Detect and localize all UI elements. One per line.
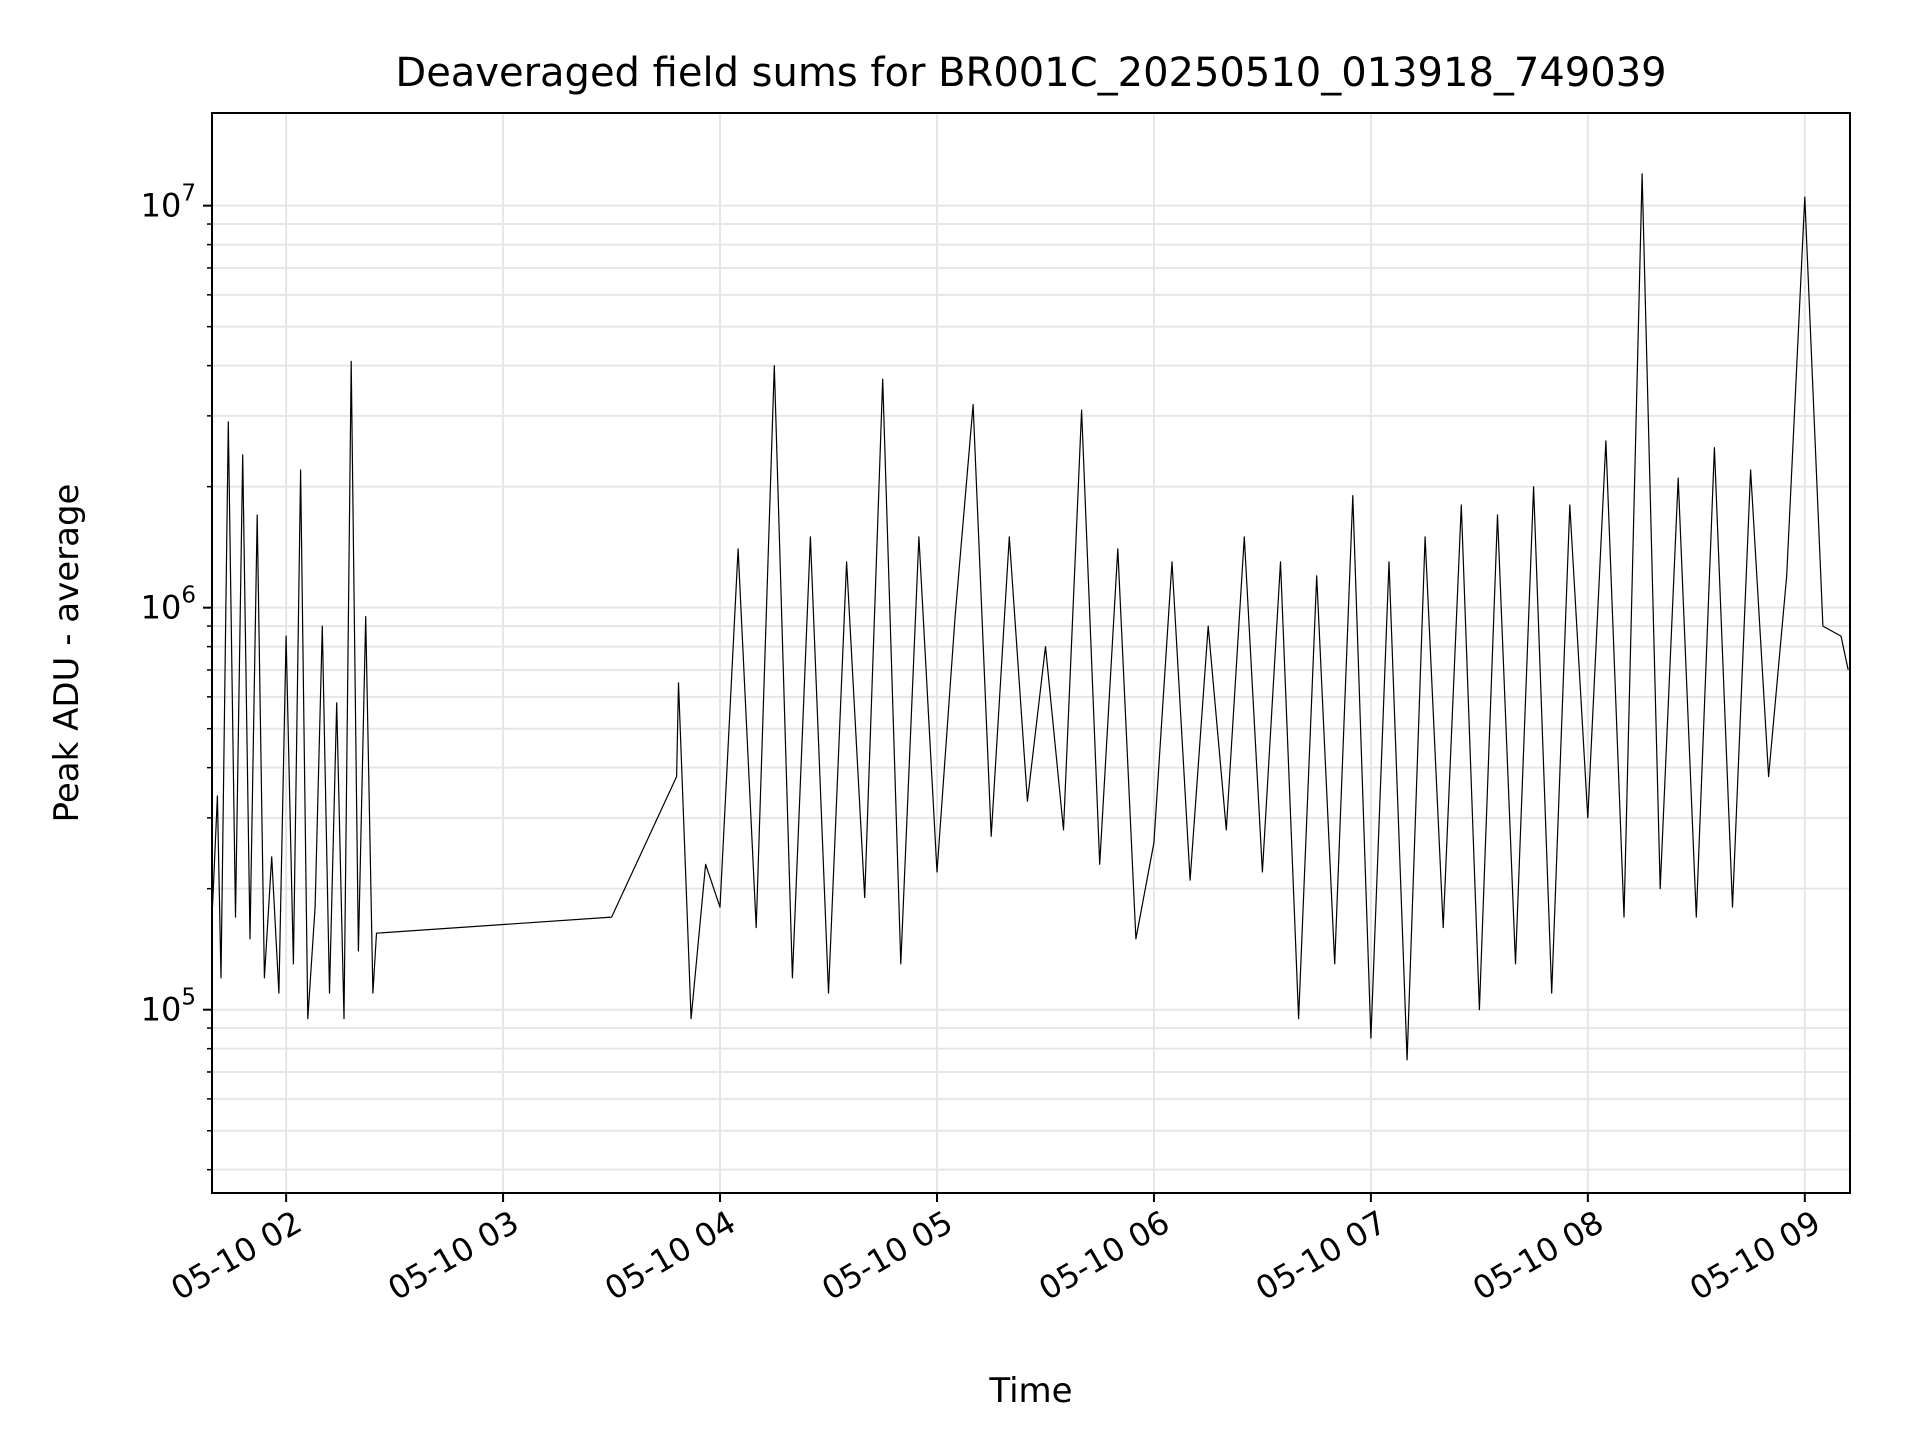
x-axis-label: Time: [988, 1371, 1072, 1411]
y-tick-label: 107: [141, 181, 196, 225]
series-line: [211, 173, 1849, 1061]
chart-title: Deaveraged field sums for BR001C_2025051…: [395, 50, 1666, 96]
y-axis-label: Peak ADU - average: [47, 484, 87, 823]
y-tick-label: 105: [141, 985, 196, 1029]
plot-frame: [211, 112, 1851, 1194]
data-layer: [211, 173, 1849, 1061]
y-tick-label: 106: [141, 583, 196, 627]
